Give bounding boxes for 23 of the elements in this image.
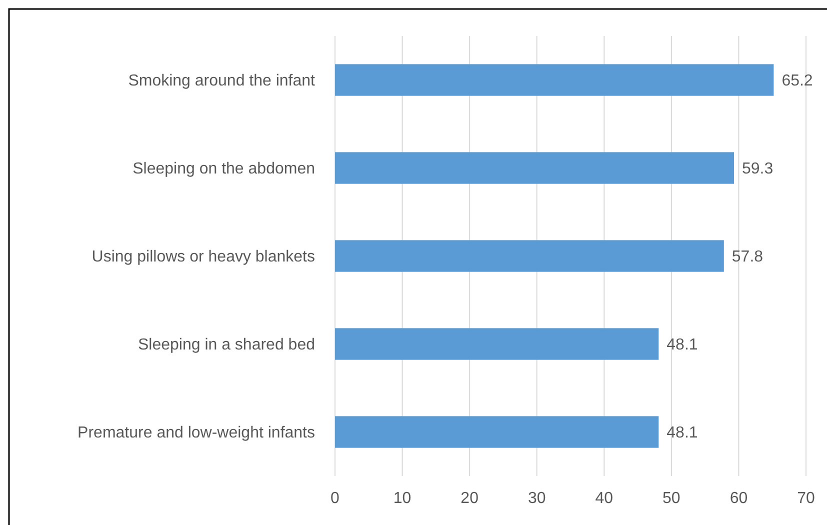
x-tick-label: 60 <box>730 490 748 507</box>
x-tick-label: 0 <box>330 490 340 507</box>
x-tick-label: 30 <box>528 490 546 507</box>
y-tick-label: Smoking around the infant <box>128 72 316 90</box>
data-label: 65.2 <box>782 72 813 90</box>
x-tick-label: 10 <box>393 490 412 507</box>
y-tick-label: Using pillows or heavy blankets <box>92 248 315 266</box>
y-tick-label: Sleeping in a shared bed <box>138 336 315 354</box>
data-label: 57.8 <box>732 248 764 266</box>
bar <box>335 416 659 448</box>
bar <box>335 328 659 360</box>
data-label: 59.3 <box>742 160 774 178</box>
data-label: 48.1 <box>666 336 698 354</box>
x-tick-label: 40 <box>595 490 614 507</box>
x-tick-label: 70 <box>797 490 815 507</box>
y-tick-label: Premature and low-weight infants <box>78 424 315 442</box>
x-tick-label: 50 <box>662 490 680 507</box>
bar <box>335 240 724 272</box>
bar <box>335 152 734 184</box>
y-tick-label: Sleeping on the abdomen <box>132 160 315 178</box>
bar <box>335 64 774 96</box>
x-tick-label: 20 <box>460 490 479 507</box>
data-label: 48.1 <box>666 424 698 442</box>
